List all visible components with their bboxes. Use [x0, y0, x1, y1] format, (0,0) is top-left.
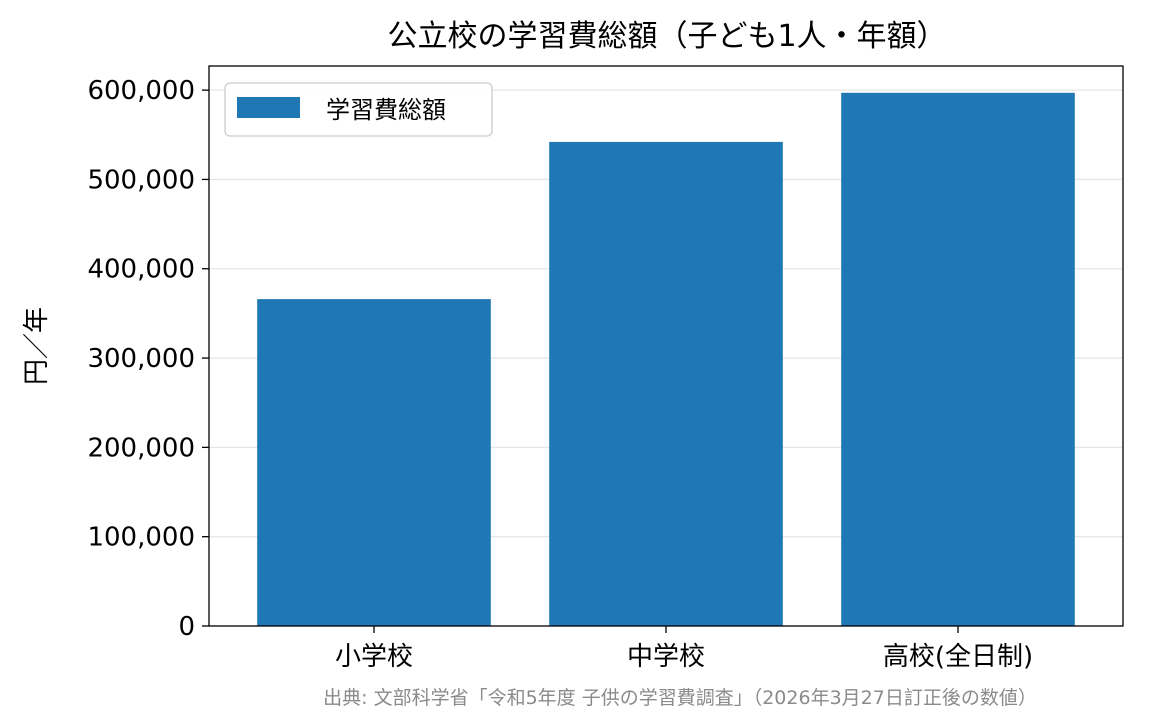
y-tick-label: 100,000 — [87, 523, 195, 553]
legend: 学習費総額 — [224, 82, 493, 137]
y-tick-label: 0 — [178, 612, 195, 642]
x-axis-ticks: 小学校 中学校 高校(全日制) — [335, 626, 1033, 672]
bar — [549, 141, 783, 627]
y-axis-ticks: 0 100,000 200,000 300,000 400,000 500,000 600,… — [87, 76, 209, 642]
y-tick-label: 300,000 — [87, 344, 195, 374]
y-tick-label: 400,000 — [87, 255, 195, 285]
x-tick-label: 高校(全日制) — [883, 642, 1033, 672]
bar — [257, 299, 491, 626]
legend-label: 学習費総額 — [326, 96, 446, 124]
y-tick-label: 600,000 — [87, 76, 195, 106]
source-note: 出典: 文部科学省「令和5年度 子供の学習費調査」（2026年3月27日訂正後の… — [323, 687, 1037, 709]
bars — [257, 92, 1075, 627]
y-tick-label: 500,000 — [87, 165, 195, 195]
y-tick-label: 200,000 — [87, 433, 195, 463]
bar — [841, 92, 1075, 627]
legend-box — [224, 82, 493, 137]
y-axis-label: 円／年 — [22, 307, 52, 385]
x-tick-label: 中学校 — [627, 642, 705, 672]
chart-title: 公立校の学習費総額（子ども1人・年額） — [387, 19, 946, 54]
x-tick-label: 小学校 — [335, 642, 413, 672]
legend-swatch — [237, 97, 300, 118]
